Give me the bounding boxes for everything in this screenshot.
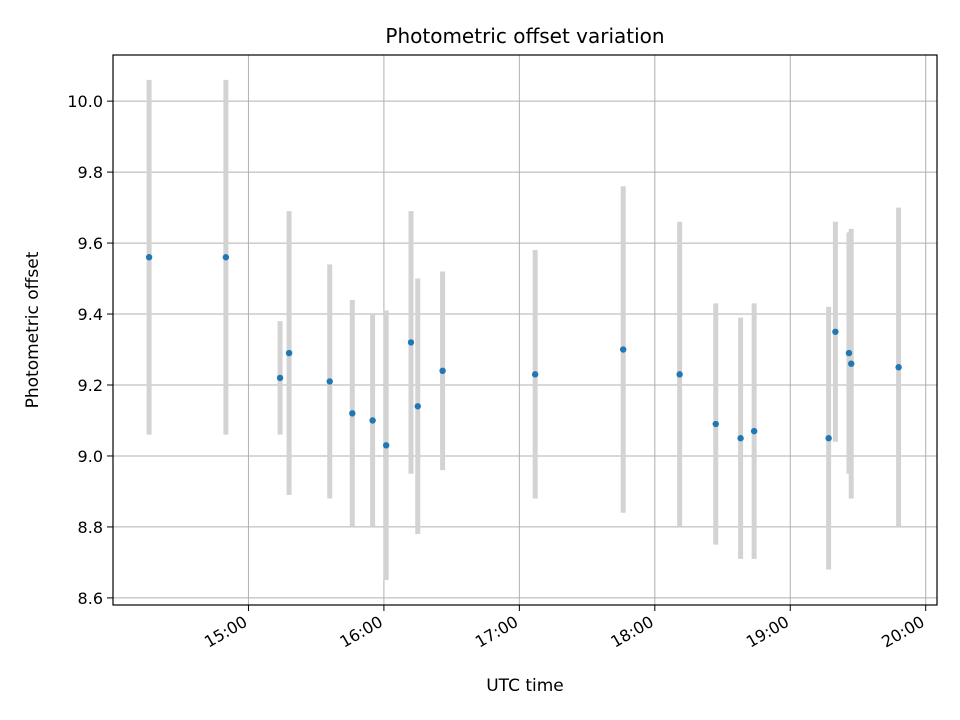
data-point [895, 364, 902, 371]
data-point [712, 420, 719, 428]
data-point [750, 427, 758, 435]
data-point [382, 442, 390, 449]
chart-title: Photometric offset variation [385, 24, 664, 48]
data-point [832, 328, 839, 335]
data-point [222, 254, 230, 261]
plot-frame [112, 54, 938, 606]
data-point [349, 410, 356, 417]
data-point [145, 254, 153, 261]
y-tick-label: 9.8 [78, 163, 103, 182]
data-points [145, 254, 902, 449]
data-point [737, 435, 744, 442]
data-point [369, 417, 376, 424]
data-point [845, 349, 853, 357]
y-tick-label: 9.2 [78, 376, 103, 395]
grid [113, 55, 937, 605]
data-point [531, 371, 539, 378]
y-tick-label: 8.6 [78, 589, 103, 608]
data-point [276, 374, 284, 382]
x-axis-label: UTC time [486, 676, 564, 696]
data-point [825, 435, 832, 442]
y-axis-ticks: 8.6 8.8 9.0 9.2 9.4 9.6 9.8 10.0 [67, 92, 113, 608]
data-point [326, 378, 333, 385]
y-tick-label: 9.0 [78, 447, 103, 466]
y-tick-label: 10.0 [67, 92, 103, 111]
data-point [676, 371, 683, 378]
data-point [848, 360, 855, 367]
y-tick-label: 9.6 [78, 234, 103, 253]
y-axis-label: Photometric offset [23, 251, 43, 408]
data-point [285, 349, 293, 357]
y-tick-label: 9.4 [78, 305, 103, 324]
data-point [407, 339, 415, 346]
y-tick-label: 8.8 [78, 518, 103, 537]
data-point [620, 346, 627, 353]
data-point [439, 367, 446, 375]
data-point [414, 403, 421, 410]
